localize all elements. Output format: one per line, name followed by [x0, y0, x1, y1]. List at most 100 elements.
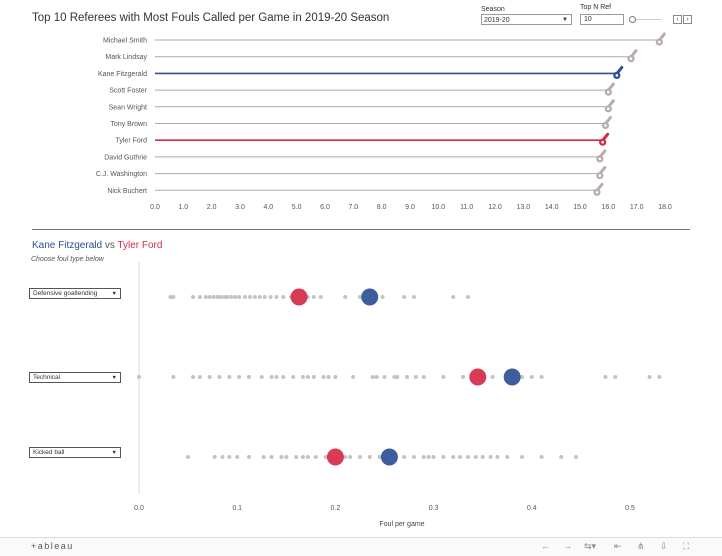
topn-slider-track[interactable]	[630, 19, 662, 20]
kane-fitzgerald-dot	[380, 448, 398, 466]
foul-type-dropdown-2[interactable]: Technical ▼	[29, 372, 121, 383]
whistle-mouthpiece	[602, 132, 610, 141]
chevron-left-icon[interactable]: ‹	[673, 15, 682, 24]
undo-icon[interactable]: ←	[541, 541, 550, 551]
referee-dot	[451, 455, 456, 459]
whistle-mouthpiece	[607, 82, 615, 91]
tableau-logo[interactable]: +ableau	[31, 541, 74, 551]
referee-dot	[559, 455, 564, 459]
referee-dot	[218, 295, 223, 299]
referee-dot	[215, 295, 220, 299]
whistle-hole	[629, 57, 633, 60]
referee-dot	[268, 295, 273, 299]
referee-dot	[137, 375, 141, 379]
referee-dot	[367, 455, 372, 459]
referee-dot	[421, 375, 426, 379]
revert-icon[interactable]: ⇆▾	[584, 541, 597, 551]
share-icon[interactable]: ⋔	[637, 541, 645, 551]
referee-dot	[186, 455, 191, 459]
referee-dot	[269, 455, 274, 459]
whistle-icon	[604, 82, 615, 96]
x-tick-label: 8.0	[377, 204, 387, 211]
referee-dot	[235, 455, 240, 459]
referee-dot	[613, 375, 618, 379]
referee-dot	[488, 455, 493, 459]
referee-label: Sean Wright	[109, 104, 147, 111]
topn-input[interactable]: 10	[580, 14, 624, 25]
referee-dot	[426, 455, 431, 459]
referee-label: Michael Smith	[103, 38, 147, 45]
x-tick-label: 0.5	[625, 505, 635, 512]
referee-dot	[321, 375, 326, 379]
referee-dot	[191, 375, 196, 379]
foul-type-value: Technical	[33, 374, 61, 381]
x-tick-label: 0.1	[232, 505, 242, 512]
season-dropdown[interactable]: 2019-20 ▼	[481, 14, 572, 25]
foul-type-dropdown-1[interactable]: Defensive goaltending ▼	[29, 288, 121, 299]
x-tick-label: 2.0	[207, 204, 217, 211]
referee-dot	[227, 375, 232, 379]
whistle-mouthpiece	[605, 116, 612, 124]
referee-dot	[490, 375, 495, 379]
referee-dot	[311, 375, 316, 379]
referee-dot	[227, 455, 232, 459]
referee-dot	[573, 455, 578, 459]
referee-label: Nick Buchert	[107, 188, 147, 195]
reset-icon[interactable]: ⇤	[614, 541, 622, 551]
whistle-mouthpiece	[599, 149, 607, 158]
referee-dot	[197, 375, 202, 379]
referee-dot	[229, 295, 234, 299]
referee-dot	[441, 375, 446, 379]
referee-dot	[243, 295, 248, 299]
referee-dot	[252, 295, 257, 299]
referee-dot	[246, 455, 251, 459]
referee-dot	[480, 455, 485, 459]
download-icon[interactable]: ⇩	[660, 541, 668, 551]
whistle-icon	[593, 182, 604, 196]
referee-dot	[657, 375, 662, 379]
whistle-mouthpiece	[596, 182, 604, 191]
chevron-right-icon[interactable]: ›	[683, 15, 692, 24]
referee-dot	[281, 295, 286, 299]
whistle-hole	[595, 191, 599, 194]
referee-dot	[279, 455, 284, 459]
whistle-hole	[607, 90, 610, 94]
comparison-title: Kane Fitzgerald vs Tyler Ford	[32, 240, 162, 251]
redo-icon[interactable]: →	[563, 541, 572, 551]
whistle-icon	[596, 166, 607, 180]
referee-dot	[395, 375, 400, 379]
foul-type-dropdown-3[interactable]: Kicked ball ▼	[29, 447, 121, 458]
topn-slider-handle[interactable]	[629, 16, 636, 23]
referee-dot	[451, 295, 456, 299]
referee-dot	[259, 375, 264, 379]
fullscreen-icon[interactable]: ⛶	[683, 541, 690, 551]
page-title: Top 10 Referees with Most Fouls Called p…	[32, 12, 390, 24]
x-tick-label: 1.0	[178, 204, 188, 211]
referee-dot	[411, 455, 416, 459]
referee-dot	[225, 295, 230, 299]
referee-dot	[402, 455, 407, 459]
referee-dot	[274, 295, 279, 299]
foul-type-value: Kicked ball	[33, 449, 65, 456]
referee-label: Tyler Ford	[115, 138, 147, 145]
referee-dot	[519, 455, 524, 459]
x-tick-label: 0.0	[150, 204, 160, 211]
x-tick-label: 0.3	[429, 505, 439, 512]
referee-dot	[323, 455, 328, 459]
referee-dot	[421, 455, 426, 459]
referee-dot	[495, 455, 500, 459]
season-value: 2019-20	[484, 17, 510, 24]
referee-dot	[382, 375, 387, 379]
referee-dot	[257, 295, 262, 299]
whistle-mouthpiece	[658, 32, 666, 41]
referee-label: C.J. Washington	[96, 171, 147, 178]
whistle-hole	[601, 140, 604, 144]
referee-dot	[247, 295, 252, 299]
foul-type-value: Defensive goaltending	[33, 290, 98, 297]
x-tick-label: 11.0	[460, 204, 473, 211]
whistle-mouthpiece	[607, 99, 615, 108]
season-label: Season	[481, 6, 505, 13]
referee-dot	[647, 375, 652, 379]
referee-dot	[305, 375, 310, 379]
referee-dot	[405, 375, 410, 379]
